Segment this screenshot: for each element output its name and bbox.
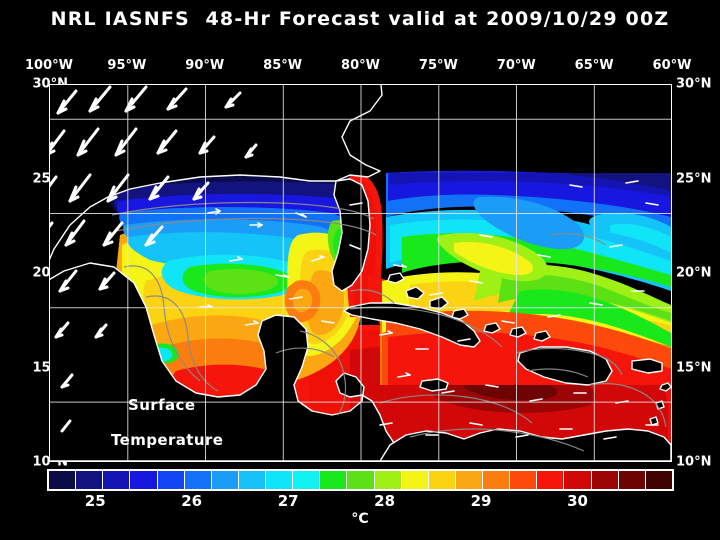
- lon-tick-label: 85°W: [263, 58, 303, 73]
- lon-tick-label: 100°W: [25, 58, 73, 73]
- colorbar-swatch: [483, 471, 511, 489]
- colorbar-swatch: [618, 471, 646, 489]
- map-gridlines: [50, 85, 671, 461]
- lat-tick-label-r: 25°N: [676, 171, 712, 186]
- colorbar-swatch: [49, 471, 77, 489]
- colorbar-swatch: [320, 471, 348, 489]
- colorbar-swatch: [157, 471, 185, 489]
- map-canvas: [50, 85, 671, 461]
- colorbar-tick-label: 28: [374, 492, 396, 510]
- lat-tick-label-r: 20°N: [676, 265, 712, 281]
- colorbar-swatch: [211, 471, 239, 489]
- lat-tick-label-r: 30°N: [676, 76, 712, 92]
- colorbar-swatch: [374, 471, 402, 489]
- colorbar-tick-label: 25: [84, 492, 106, 510]
- lon-tick-label: 60°W: [652, 58, 692, 73]
- colorbar-swatch: [455, 471, 483, 489]
- lon-tick-label: 70°W: [496, 58, 536, 73]
- colorbar-swatch: [76, 471, 104, 489]
- colorbar-swatch: [645, 471, 672, 489]
- page-title: NRL IASNFS 48-Hr Forecast valid at 2009/…: [50, 8, 670, 30]
- colorbar-tick-label: 26: [181, 492, 203, 510]
- colorbar-tick-label: 30: [567, 492, 588, 510]
- colorbar-tick-label: 27: [277, 492, 299, 510]
- colorbar-swatch: [184, 471, 212, 489]
- colorbar[interactable]: [47, 469, 674, 491]
- current-vectors: [50, 85, 659, 440]
- land-masses: [50, 85, 671, 461]
- colorbar-swatch: [347, 471, 375, 489]
- lat-tick-label-r: 15°N: [676, 360, 712, 375]
- lon-tick-label: 75°W: [418, 58, 458, 73]
- colorbar-swatch: [266, 471, 294, 489]
- annotation-line-2: Temperature: [111, 431, 224, 449]
- colorbar-swatch: [238, 471, 266, 489]
- lon-tick-label: 80°W: [341, 58, 380, 73]
- colorbar-swatch: [591, 471, 619, 489]
- colorbar-swatch: [103, 471, 131, 489]
- temperature-map[interactable]: Surface Temperature: [49, 84, 672, 462]
- colorbar-swatch: [428, 471, 456, 489]
- colorbar-swatch: [564, 471, 592, 489]
- annotation-line-1: Surface: [128, 396, 196, 414]
- lon-tick-label: 90°W: [185, 58, 225, 73]
- lat-tick-label-r: 10°N: [676, 454, 712, 470]
- colorbar-swatch: [537, 471, 565, 489]
- colorbar-swatch: [510, 471, 538, 489]
- colorbar-swatch: [130, 471, 158, 489]
- colorbar-tick-label: 29: [470, 492, 492, 510]
- lon-tick-label: 95°W: [107, 58, 147, 73]
- colorbar-swatch: [401, 471, 429, 489]
- colorbar-unit: °C: [351, 511, 369, 527]
- lon-tick-label: 65°W: [574, 58, 614, 73]
- colorbar-swatch: [293, 471, 321, 489]
